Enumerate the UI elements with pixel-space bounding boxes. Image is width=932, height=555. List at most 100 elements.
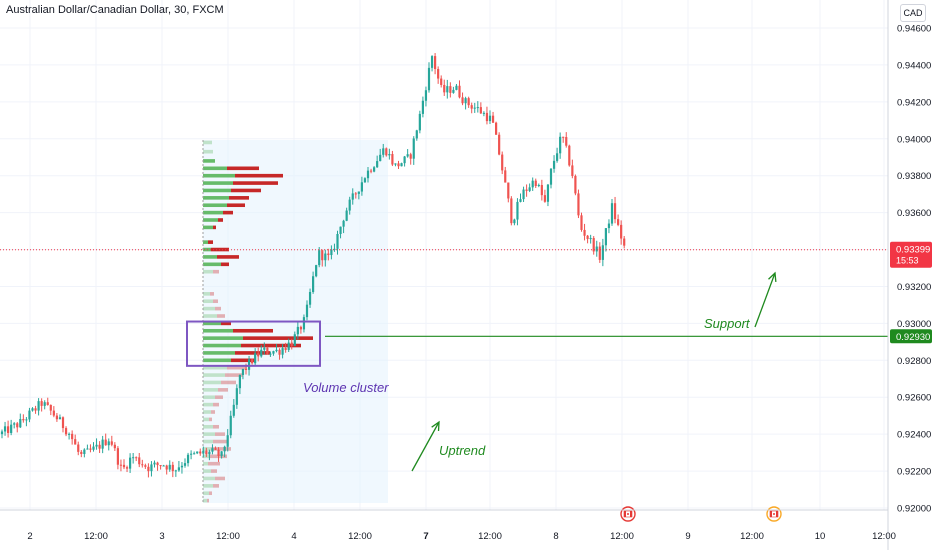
support-arrow (754, 272, 776, 328)
candle-body (110, 441, 113, 445)
candle-body (498, 134, 501, 155)
candle-body (199, 451, 202, 454)
candle-body (580, 215, 583, 230)
candle-body (125, 467, 129, 469)
candle-body (382, 148, 385, 155)
candle-body (409, 154, 412, 159)
x-tick-label: 12:00 (610, 531, 634, 542)
volume-profile-bar-down (221, 380, 236, 385)
volume-profile-bar-down (235, 173, 283, 178)
support-price-tag (890, 329, 932, 344)
candle-body (180, 465, 184, 468)
volume-profile-bar-down (217, 314, 225, 318)
candle-body (434, 56, 437, 70)
candle-body (77, 444, 80, 452)
candle-body (601, 245, 604, 260)
candle-body (34, 408, 37, 411)
candle-body (281, 348, 284, 355)
volume-profile-bar-up (203, 196, 229, 200)
candle-body (549, 168, 553, 185)
volume-profile-bar-down (227, 203, 245, 208)
candle-body (513, 219, 516, 224)
candle-body (339, 226, 342, 234)
candle-body (177, 467, 180, 471)
candle-body (263, 347, 266, 350)
candle-body (360, 182, 363, 192)
volume-profile-bar-up (203, 218, 218, 222)
volume-profile-bar-up (203, 484, 213, 488)
candle-body (0, 431, 4, 435)
candle-body (156, 462, 159, 466)
candle-body (196, 451, 199, 454)
candle-body (174, 470, 177, 472)
candle-body (122, 464, 126, 468)
candle-body (412, 138, 415, 159)
candle-body (470, 105, 473, 109)
candle-body (171, 464, 174, 472)
uptrend-label: Uptrend (439, 443, 486, 458)
candle-body (10, 424, 13, 433)
candle-body (504, 170, 507, 183)
candle-body (141, 464, 144, 466)
x-tick-label: 12:00 (348, 531, 372, 542)
candle-body (190, 453, 193, 455)
candle-body (610, 203, 614, 224)
volume-profile-bar-up (203, 269, 213, 274)
volume-profile-bar-up (203, 240, 208, 244)
volume-profile-bar-up (203, 314, 217, 318)
candle-body (129, 457, 132, 469)
current-price-tag (890, 241, 932, 268)
candle-body (208, 451, 211, 455)
candle-body (272, 351, 275, 354)
candle-body (186, 454, 190, 464)
candle-body (92, 446, 95, 450)
volume-cluster-label: Volume cluster (303, 380, 389, 395)
volume-profile-bar-down (227, 166, 259, 171)
candle-body (568, 145, 571, 166)
plot-area[interactable] (0, 0, 888, 510)
candle-body (623, 238, 626, 246)
volume-profile-bar-down (209, 417, 212, 422)
candle-body (217, 449, 220, 456)
volume-cluster-box[interactable] (186, 320, 321, 367)
candle-body (440, 78, 443, 85)
volume-profile-bar-down (213, 299, 218, 304)
y-tick-label: 0.93600 (897, 208, 931, 219)
candle-body (391, 154, 394, 165)
candle-body (299, 326, 302, 330)
candle-body (592, 238, 595, 252)
candle-body (357, 191, 360, 194)
currency-button[interactable]: CAD (900, 4, 926, 22)
candle-body (64, 428, 68, 435)
candle-body (327, 253, 330, 256)
x-tick-label: 8 (553, 531, 558, 542)
x-tick-label: 12:00 (478, 531, 502, 542)
candle-body (397, 163, 400, 167)
candle-body (501, 154, 504, 171)
volume-profile-bar-down (210, 292, 214, 296)
y-tick-label: 0.94600 (897, 24, 931, 35)
volume-profile-bar-down (215, 476, 225, 481)
y-tick-label: 0.94200 (897, 97, 931, 108)
candle-body (574, 175, 577, 194)
uptrend-arrow (411, 421, 440, 472)
candle-body (43, 402, 46, 406)
candle-body (495, 122, 498, 135)
volume-profile-bar-up (203, 410, 211, 414)
volume-profile-bar-up (203, 255, 217, 259)
candle-body (455, 85, 458, 90)
volume-profile-bar-up (203, 159, 215, 163)
candle-body (183, 463, 187, 466)
y-tick-label: 0.92600 (897, 393, 931, 404)
candle-body (546, 184, 550, 202)
candle-body (437, 69, 440, 79)
candle-body (58, 417, 62, 420)
candle-body (461, 97, 464, 104)
economic-event-icon-flag-leaf (627, 513, 629, 515)
y-tick-label: 0.94400 (897, 60, 931, 71)
candle-body (312, 276, 315, 292)
volume-profile-bar-down (221, 262, 229, 267)
volume-profile-bar-down (215, 395, 223, 400)
